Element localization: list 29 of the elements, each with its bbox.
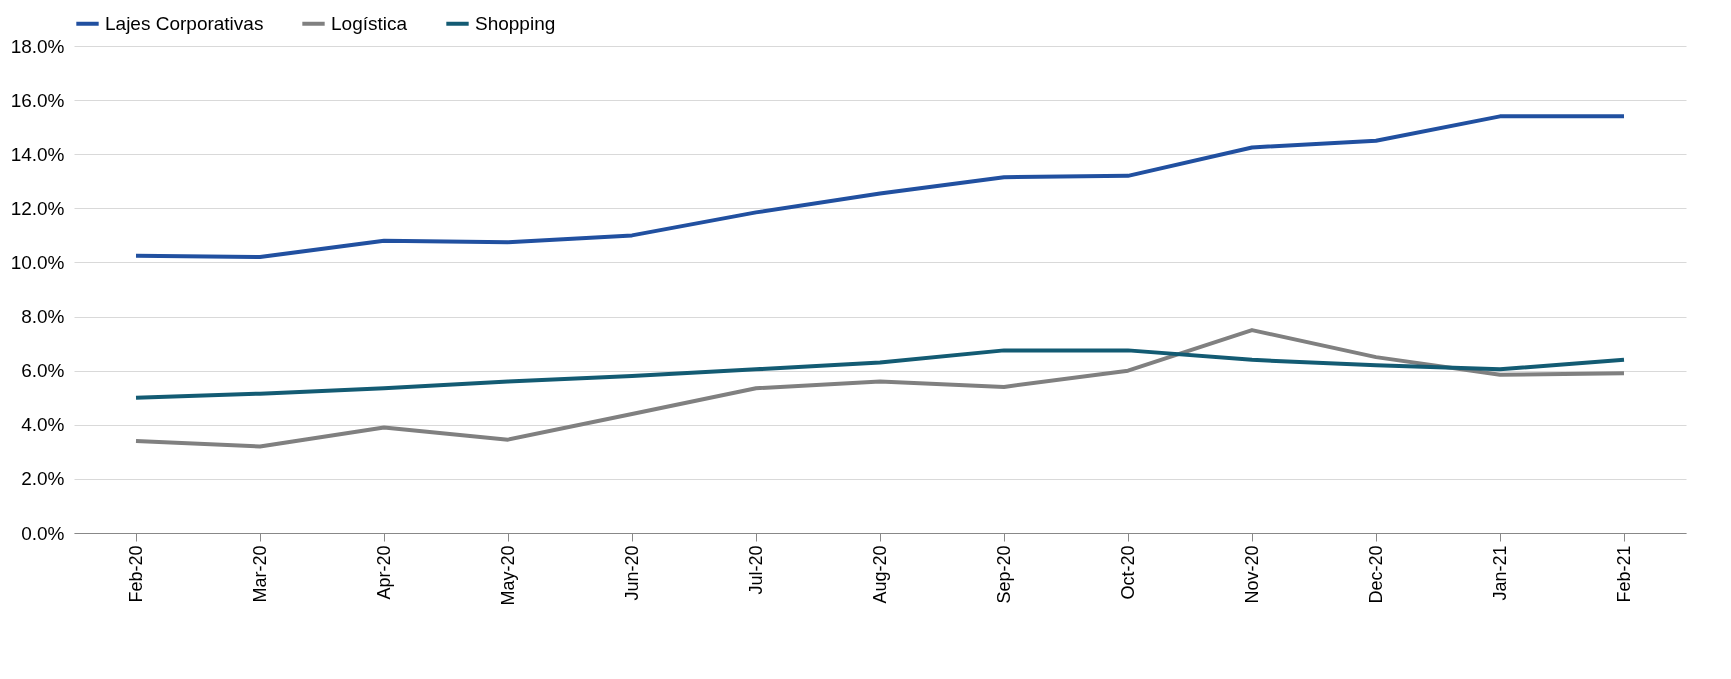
x-tick-label: Jun-20: [621, 545, 642, 601]
y-tick-label: 8.0%: [21, 306, 65, 328]
legend-label: Logística: [331, 12, 408, 34]
y-tick-label: 10.0%: [10, 251, 65, 273]
y-tick-label: 0.0%: [21, 522, 65, 544]
y-tick-label: 2.0%: [21, 468, 65, 490]
legend-label: Lajes Corporativas: [105, 12, 264, 34]
y-tick-label: 16.0%: [10, 89, 65, 111]
line-series: [134, 114, 1626, 260]
y-tick-label: 4.0%: [21, 414, 65, 436]
y-tick-label: 6.0%: [21, 360, 65, 382]
x-tick-label: Jul-20: [745, 545, 766, 595]
legend-label: Shopping: [475, 12, 556, 34]
y-tick-label: 12.0%: [10, 197, 65, 219]
x-tick-label: Dec-20: [1365, 545, 1386, 604]
x-tick-label: Sep-20: [993, 545, 1014, 604]
x-tick-label: Nov-20: [1241, 545, 1262, 604]
x-tick-label: Mar-20: [249, 545, 270, 603]
x-tick-label: Jan-21: [1489, 545, 1510, 601]
line-series: [134, 328, 1626, 449]
y-tick-label: 14.0%: [10, 143, 65, 165]
x-tick-label: Apr-20: [373, 545, 394, 600]
x-tick-label: Oct-20: [1117, 545, 1138, 600]
x-tick-label: Feb-21: [1613, 545, 1634, 603]
y-tick-label: 18.0%: [10, 35, 65, 57]
line-series: [134, 348, 1626, 400]
x-tick-label: May-20: [497, 545, 518, 606]
x-tick-label: Aug-20: [869, 545, 890, 604]
x-tick-label: Feb-20: [125, 545, 146, 603]
